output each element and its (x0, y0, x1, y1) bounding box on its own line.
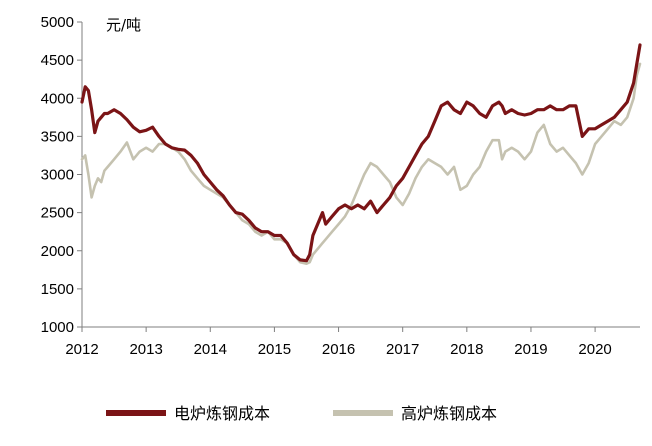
y-tick-label: 2500 (41, 205, 74, 222)
y-tick-label: 1500 (41, 281, 74, 298)
y-tick-label: 4000 (41, 90, 74, 107)
y-axis: 1000 1500 2000 2500 3000 3500 4000 4500 5000 (41, 14, 83, 336)
legend-label-series-2: 高炉炼钢成本 (401, 404, 497, 423)
x-tick-label: 2013 (129, 341, 162, 358)
y-tick-label: 1000 (41, 319, 74, 336)
legend-label-series-1: 电炉炼钢成本 (174, 404, 270, 423)
series-line-1 (80, 43, 642, 263)
legend: 电炉炼钢成本 高炉炼钢成本 (106, 404, 497, 423)
y-tick-label: 4500 (41, 52, 74, 69)
x-axis: 2012 2013 2014 2015 2016 2017 2018 2019 2020 (65, 326, 640, 358)
y-tick-label: 2000 (41, 243, 74, 260)
x-tick-label: 2017 (386, 341, 419, 358)
x-tick-label: 2014 (194, 341, 227, 358)
y-tick-label: 3000 (41, 167, 74, 184)
y-tick-label: 3500 (41, 128, 74, 145)
y-axis-unit-label: 元/吨 (106, 16, 141, 34)
x-tick-label: 2012 (65, 341, 98, 358)
series-layer (80, 43, 642, 266)
x-tick-label: 2018 (450, 341, 483, 358)
y-tick-label: 5000 (41, 14, 74, 31)
x-tick-label: 2019 (514, 341, 547, 358)
x-tick-label: 2015 (258, 341, 291, 358)
x-tick-label: 2020 (578, 341, 611, 358)
series-line-2 (80, 62, 642, 266)
x-tick-label: 2016 (322, 341, 355, 358)
